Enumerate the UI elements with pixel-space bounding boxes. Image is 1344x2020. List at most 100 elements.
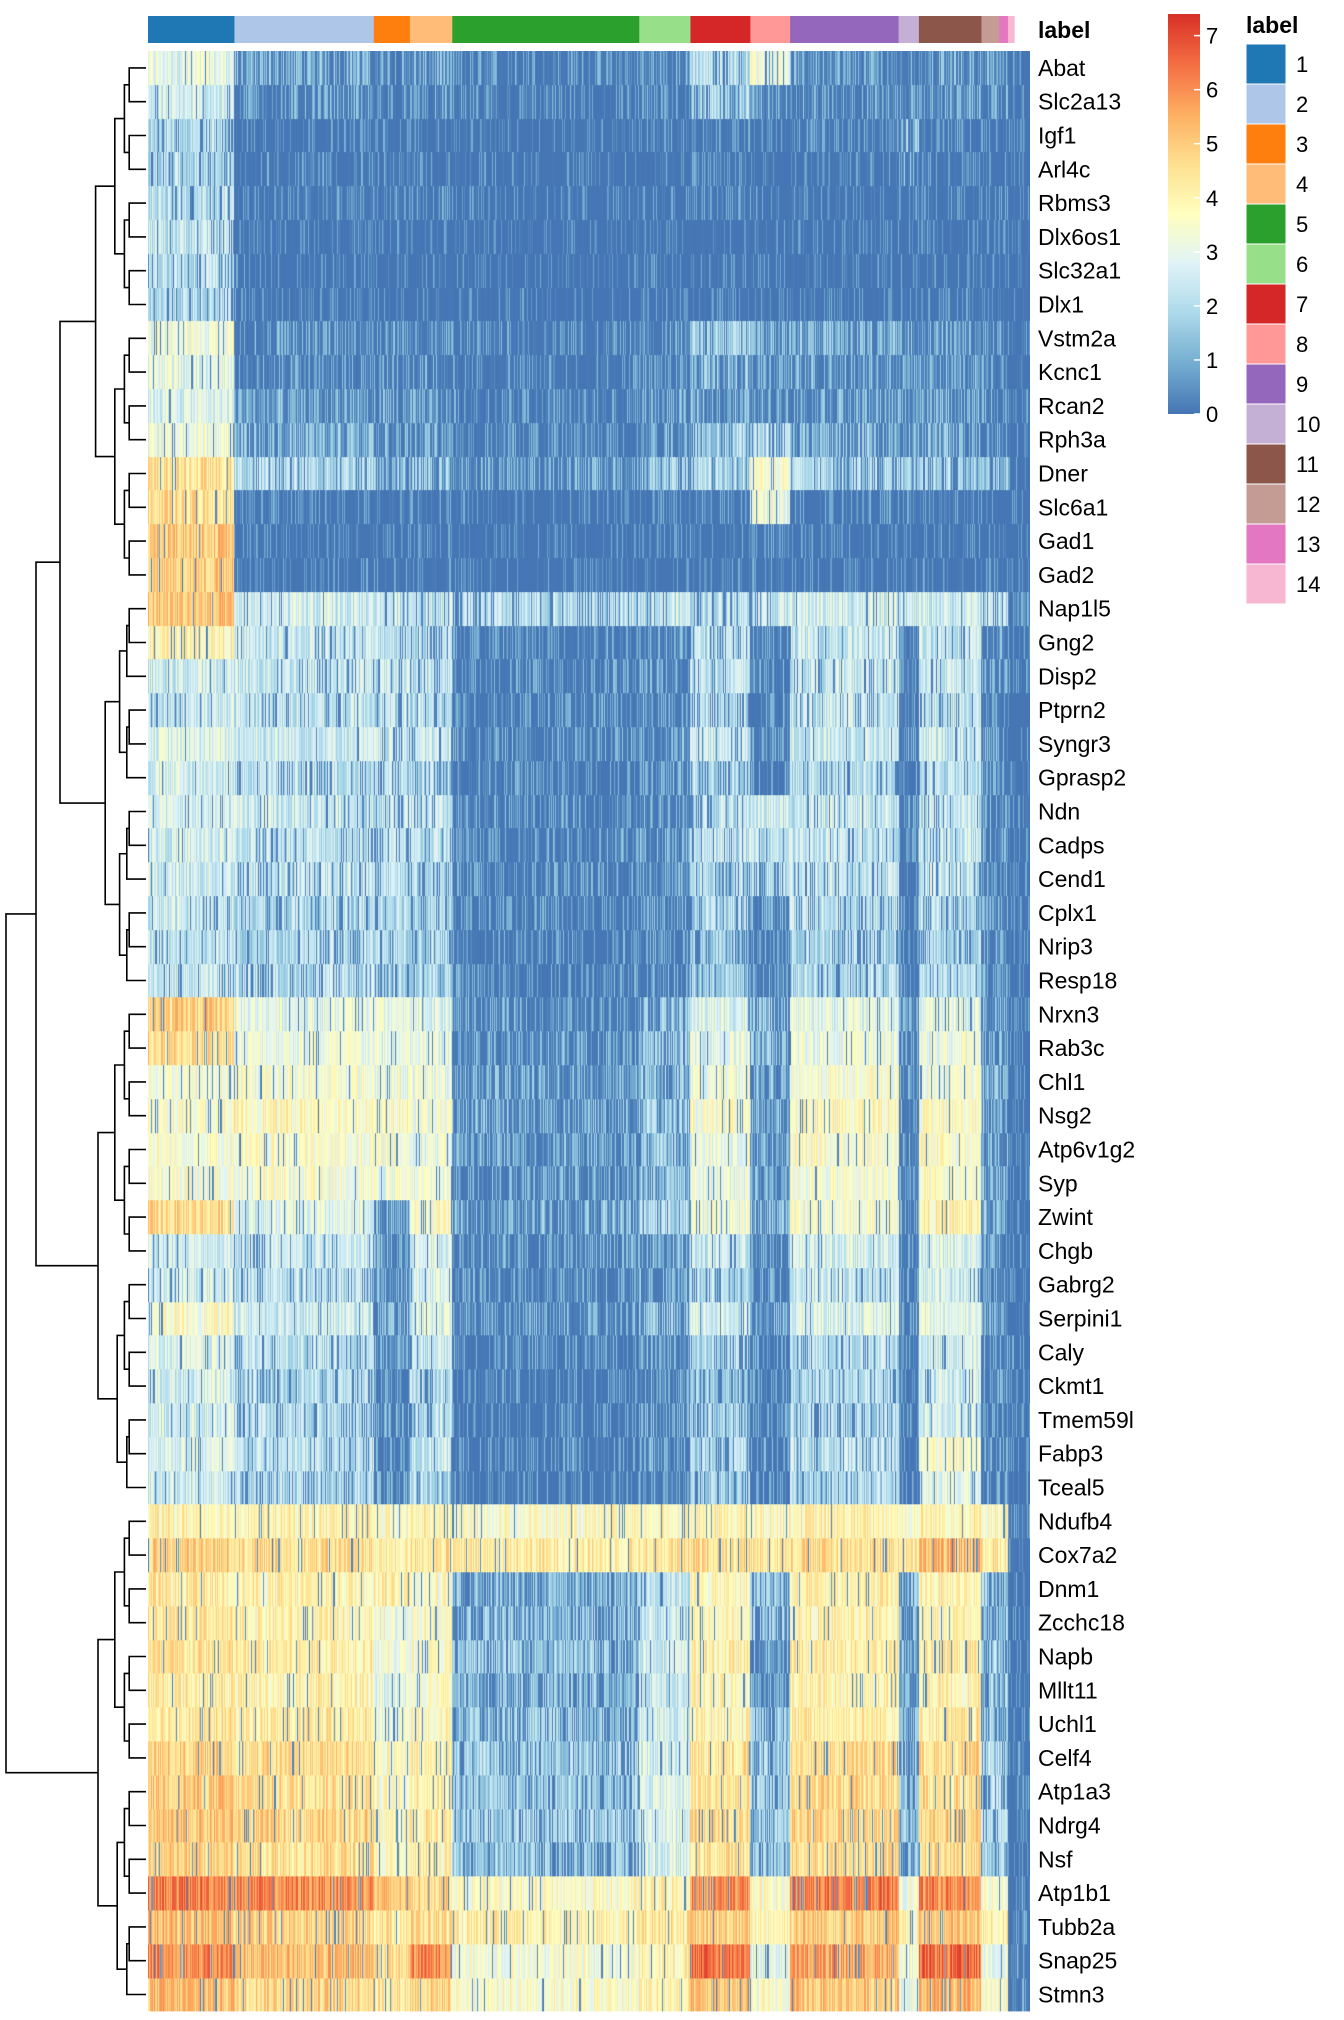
legend-label: 14 [1296,572,1320,597]
colorbar-ticks: 0 1 2 3 4 5 6 7 [1194,24,1218,427]
dendrogram-branch [128,810,146,847]
legend-label: 13 [1296,532,1320,557]
gene-label: Celf4 [1038,1745,1092,1771]
gene-label: Rph3a [1038,427,1106,453]
annotation-segment-11 [918,16,982,43]
gene-label: Nrip3 [1038,934,1093,960]
cluster-annotation-bar [148,16,1015,43]
colorbar-tick-label: 1 [1206,348,1218,373]
gene-label: Nap1l5 [1038,596,1111,622]
legend-swatch-2 [1245,83,1287,125]
dendrogram-branch [128,1723,146,1759]
colorbar-tick-label: 3 [1206,240,1218,265]
annotation-segment-12 [981,16,1000,43]
gene-label: Vstm2a [1038,325,1116,351]
heatmap-cells [148,51,1030,2012]
dendrogram-branch [114,1571,125,1708]
dendrogram-branch [128,1216,146,1252]
dendrogram-branch [128,1790,146,1827]
dendrogram-branch [5,913,98,1774]
gene-label: Atp1a3 [1038,1779,1111,1805]
gene-label: Tceal5 [1038,1475,1104,1501]
colorbar-tick-label: 6 [1206,78,1218,103]
dendrogram-branch [128,1419,146,1455]
gene-label: Abat [1038,55,1086,81]
gene-label: Cadps [1038,832,1104,858]
gene-label: Serpini1 [1038,1306,1122,1332]
legend-swatch-8 [1245,323,1287,365]
gene-label: Ndrg4 [1038,1813,1101,1839]
legend-swatch-11 [1245,443,1287,485]
dendrogram-branch [128,134,146,171]
gene-label: Gabrg2 [1038,1272,1115,1298]
gene-label: Gng2 [1038,630,1094,656]
colorbar-legend: 0 1 2 3 4 5 6 7 [1168,14,1218,427]
gene-label: Syp [1038,1170,1078,1196]
annotation-segment-1 [148,16,235,43]
annotation-segment-10 [898,16,920,43]
dendrogram-branch [104,700,120,906]
gene-label: Tubb2a [1038,1914,1115,1940]
dendrogram-branch [128,607,146,644]
legend-swatch-6 [1245,243,1287,285]
gene-label: Mllt11 [1038,1677,1098,1703]
annotation-segment-7 [690,16,751,43]
gene-labels: Abat Slc2a13 Igf1 Arl4c Rbms3 Dlx6os1 Slc32a1 D… [1038,55,1135,2008]
legend-label: 12 [1296,492,1320,517]
dendrogram-branch [128,1351,146,1387]
gene-label: Nrxn3 [1038,1001,1099,1027]
colorbar-tick-label: 7 [1206,24,1218,49]
dendrogram-branch [118,650,127,754]
gene-label: Napb [1038,1644,1093,1670]
gene-label: Zwint [1038,1204,1094,1230]
gene-label: Dlx6os1 [1038,224,1121,250]
cluster-legend-title: label [1246,12,1298,38]
gene-label: Ptprn2 [1038,697,1106,723]
legend-label: 3 [1296,132,1308,157]
dendrogram-branch [128,1926,146,1962]
annotation-segment-9 [790,16,900,43]
legend-label: 8 [1296,332,1308,357]
legend-swatch-14 [1245,563,1287,605]
gene-label: Arl4c [1038,156,1090,182]
dendrogram-branch [114,117,125,255]
gene-label: Atp6v1g2 [1038,1137,1135,1163]
dendrogram-branch [128,1081,146,1117]
gene-label: Ndufb4 [1038,1508,1112,1534]
dendrogram-branch [118,852,127,956]
legend-swatch-10 [1245,403,1287,445]
dendrogram-branch [116,1334,127,1463]
gene-label: Uchl1 [1038,1711,1097,1737]
dendrogram-branch [116,1841,127,1970]
gene-label: Tmem59l [1038,1407,1134,1433]
dendrogram-branch [35,561,98,1267]
dendrogram-branch [128,540,146,576]
colorbar-tick-label: 0 [1206,402,1218,427]
gene-label: Gad2 [1038,562,1094,588]
dendrogram-branch [128,709,146,745]
gene-label: Cplx1 [1038,900,1097,926]
annotation-segment-3 [373,16,411,43]
gene-label: Chl1 [1038,1069,1085,1095]
gene-label: Disp2 [1038,663,1097,689]
dendrogram-branch [128,405,146,441]
legend-swatch-7 [1245,283,1287,325]
gene-label: Syngr3 [1038,731,1111,757]
gene-label: Stmn3 [1038,1982,1104,2008]
legend-swatch-5 [1245,203,1287,245]
legend-swatch-1 [1245,43,1287,85]
legend-swatch-3 [1245,123,1287,165]
gene-label: Rab3c [1038,1035,1104,1061]
colorbar-tick-label: 2 [1206,294,1218,319]
gene-label: Fabp3 [1038,1441,1103,1467]
gene-label: Dlx1 [1038,292,1084,318]
dendrogram-branch [128,1283,146,1320]
gene-label: Snap25 [1038,1948,1117,1974]
annotation-segment-13 [999,16,1009,43]
legend-swatch-13 [1245,523,1287,565]
legend-swatch-12 [1245,483,1287,525]
gene-label: Dner [1038,461,1088,487]
dendrogram-branch [128,269,146,306]
legend-label: 1 [1296,52,1308,77]
